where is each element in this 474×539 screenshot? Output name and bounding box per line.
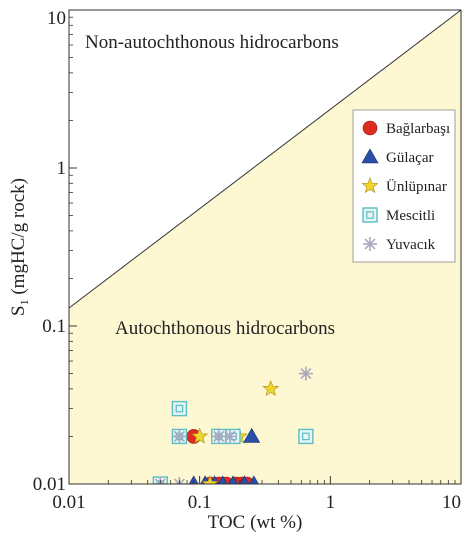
legend-item: Ünlüpınar (361, 177, 447, 195)
data-point-star (201, 475, 219, 484)
y-axis-ticks (69, 9, 77, 485)
marker-asterisk-arm (178, 478, 185, 484)
marker-square-outer (298, 428, 314, 445)
data-point-square (298, 428, 314, 445)
legend-label: Ünlüpınar (386, 178, 447, 195)
plot-frame (68, 9, 462, 485)
marker-square-outer (171, 400, 188, 417)
data-point-asterisk (172, 429, 187, 444)
marker-square-inner (366, 211, 374, 219)
legend-marker-square (362, 207, 378, 223)
legend-label: Yuvacık (386, 237, 436, 253)
legend-item: Mescitli (362, 207, 435, 224)
y-tick-label: 1 (57, 158, 67, 179)
x-tick-label: 0.1 (188, 492, 212, 513)
data-point-asterisk (222, 429, 237, 444)
data-point-star (262, 380, 280, 397)
marker-asterisk-arm (364, 238, 376, 250)
boundary-line (68, 9, 462, 309)
y-tick-label: 0.01 (33, 474, 66, 495)
legend-marker-circle (362, 120, 378, 136)
y-axis-title-subscript: 1 (17, 299, 31, 305)
data-point-triangle (248, 475, 259, 484)
legend-marker-star (361, 177, 379, 194)
marker-asterisk-arm (224, 430, 236, 442)
legend: Bağlarbaşı Gülaçar Ünlüpınar Mescitli Yuvacı… (352, 109, 456, 263)
legend-marker-triangle (361, 148, 379, 164)
data-point-square (171, 400, 188, 417)
x-axis-title: TOC (wt %) (208, 512, 303, 533)
legend-label: Mescitli (386, 208, 435, 224)
marker-square-outer (362, 207, 378, 223)
data-point-triangle (243, 427, 261, 443)
marker-asterisk-arm (159, 478, 166, 484)
marker-asterisk-arm (173, 430, 185, 442)
data-point-triangle (228, 475, 238, 484)
x-axis-ticks (68, 476, 462, 484)
legend-item: Yuvacık (363, 237, 436, 253)
y-tick-label: 0.1 (42, 316, 66, 337)
y-axis-tick-labels: 0.01 0.1 1 10 (33, 8, 66, 495)
legend-label: Bağlarbaşı (386, 121, 450, 137)
y-tick-label: 10 (47, 8, 66, 29)
data-point-triangle (217, 475, 228, 484)
y-axis-title-main: S (8, 305, 29, 316)
data-point-triangle (239, 475, 250, 484)
data-points (152, 366, 314, 484)
legend-marker-asterisk (363, 237, 377, 251)
data-point-asterisk (153, 477, 168, 484)
marker-asterisk-arm (300, 368, 312, 380)
y-axis-title: S1 (mgHC/g rock) (8, 178, 31, 316)
marker-asterisk-arm (173, 478, 181, 484)
legend-item: Gülaçar (361, 148, 433, 166)
series-asterisk (153, 366, 313, 484)
marker-square-inner (175, 404, 184, 413)
x-axis-tick-labels: 0.01 0.1 1 10 (52, 492, 461, 513)
y-axis-title-rest: (mgHC/g rock) (8, 178, 29, 299)
data-point-asterisk (172, 477, 187, 484)
data-point-star (191, 427, 209, 444)
marker-square-inner (302, 432, 310, 441)
x-tick-label: 0.01 (52, 492, 85, 513)
region-label-non-autochthonous: Non-autochthonous hidrocarbons (85, 32, 339, 53)
data-point-asterisk (298, 366, 313, 381)
legend-label: Gülaçar (386, 150, 433, 166)
region-label-autochthonous: Autochthonous hidrocarbons (115, 318, 335, 339)
marker-asterisk-arm (213, 430, 225, 442)
legend-item: Bağlarbaşı (362, 120, 450, 137)
x-tick-label: 1 (326, 492, 336, 513)
x-tick-label: 10 (442, 492, 461, 513)
marker-asterisk-arm (154, 478, 162, 484)
